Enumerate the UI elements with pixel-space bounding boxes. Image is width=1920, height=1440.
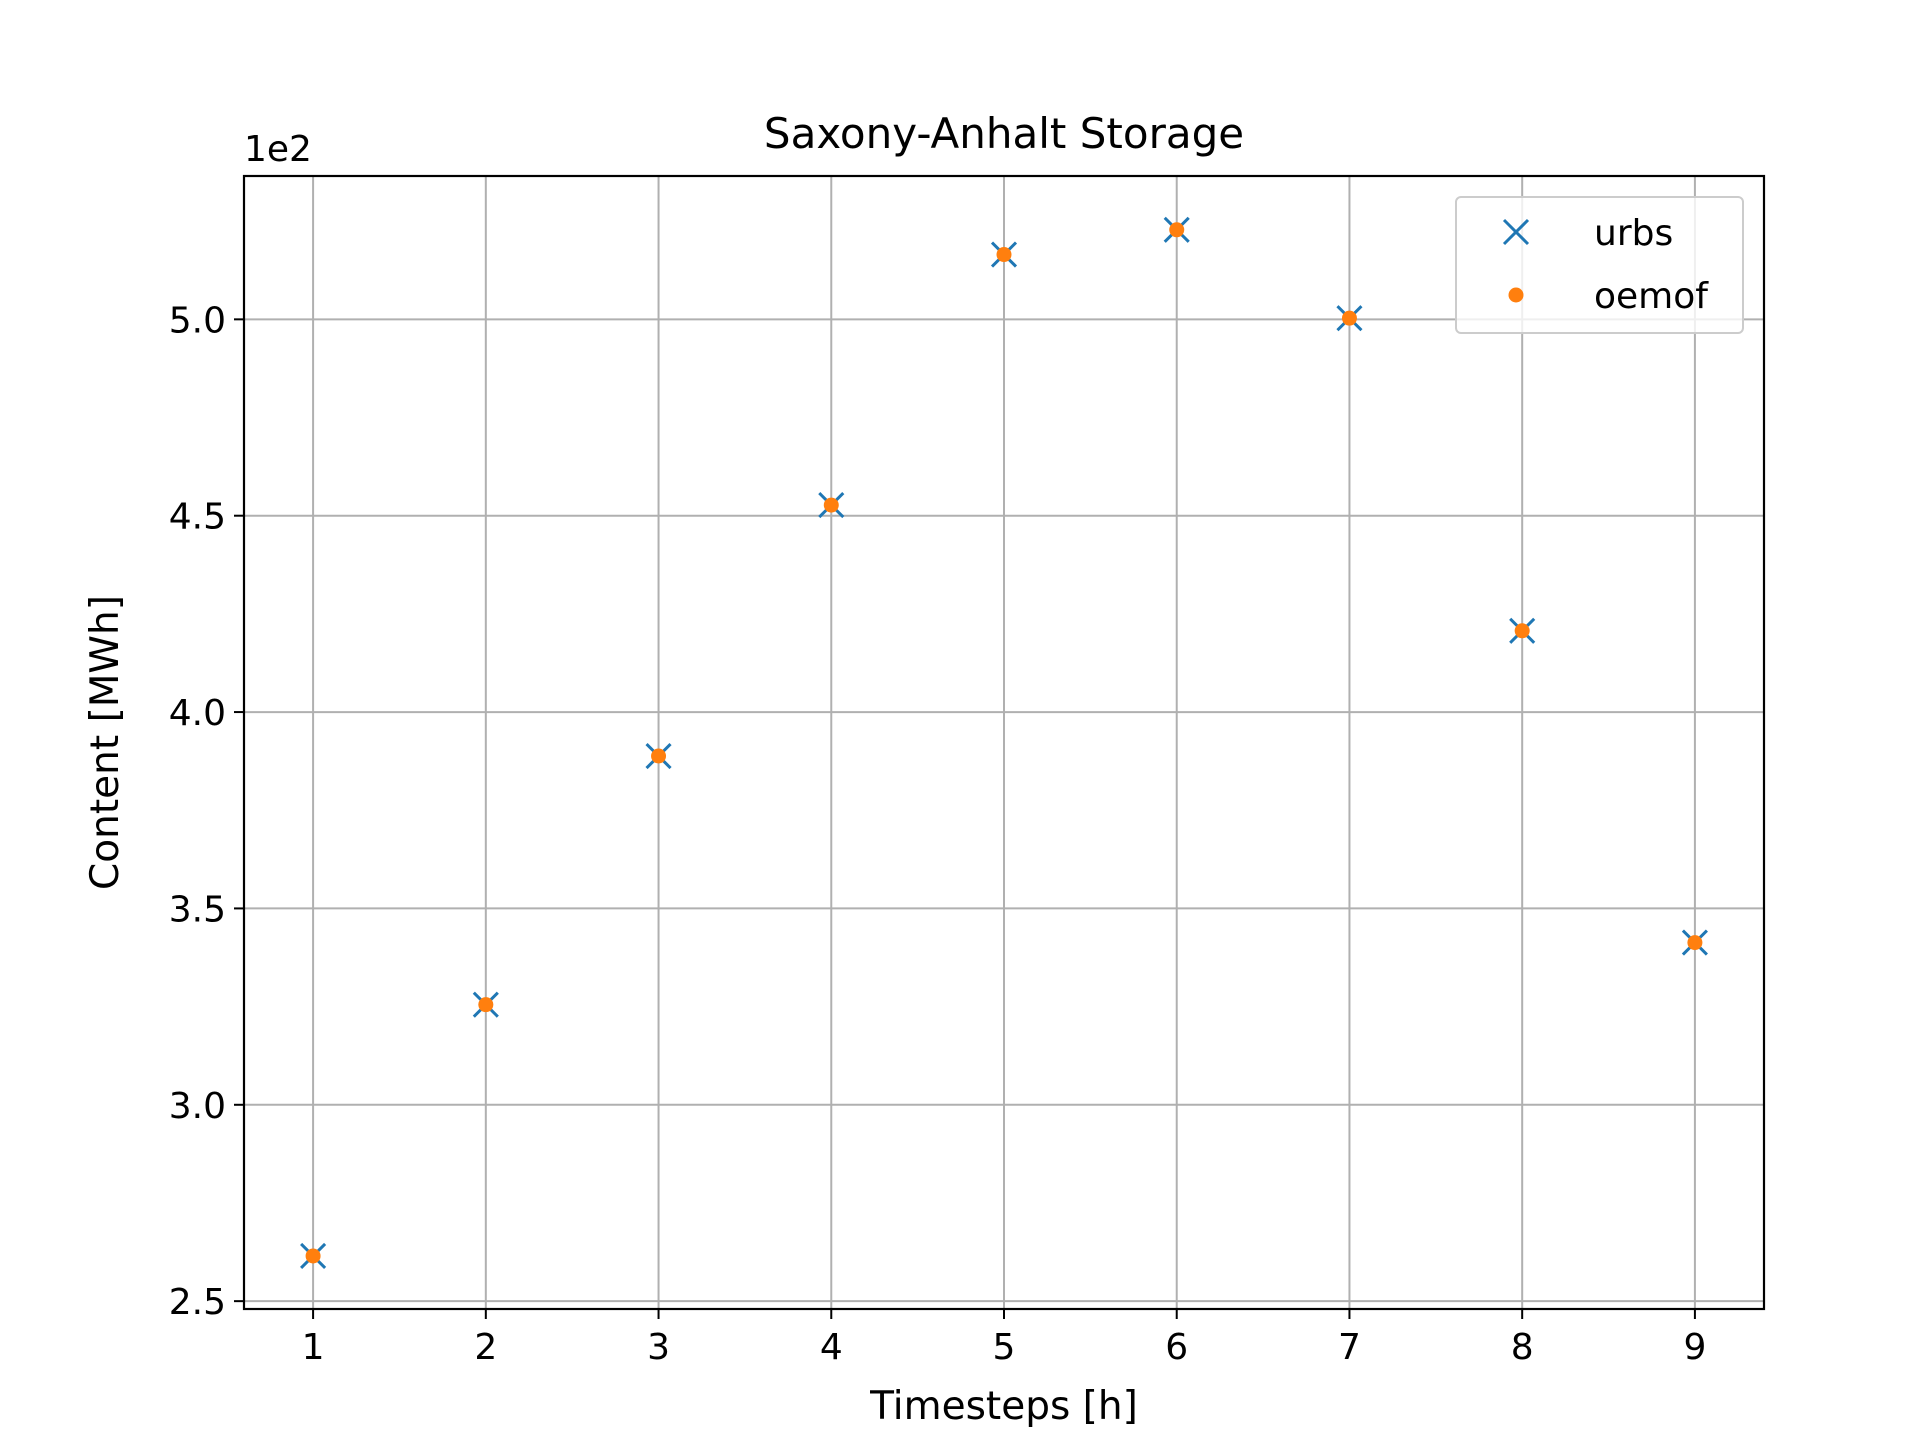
legend-x-marker [1502,218,1530,246]
data-point-oemof [305,1248,321,1264]
x-tick-label: 1 [302,1327,325,1368]
y-tick-label: 5.0 [169,300,226,341]
x-tick-label: 7 [1338,1327,1361,1368]
series-oemof [305,222,1703,1264]
data-point-oemof [1341,310,1357,326]
data-point-oemof [1169,222,1185,238]
data-points [300,216,1708,1270]
x-tick-label: 9 [1683,1327,1706,1368]
legend-label-oemof: oemof [1594,276,1709,317]
legend-dot-marker [1508,287,1524,303]
y-axis-label: Content [MWh] [83,595,128,890]
x-tick-label: 3 [647,1327,670,1368]
y-tick-label: 3.5 [169,889,226,930]
data-point-oemof [996,247,1012,263]
ticks: 1 2 3 4 5 6 7 8 9 2.5 3.0 3.5 4.0 4.5 5.0 [169,300,1707,1368]
data-point-oemof [1514,623,1530,639]
x-axis-label: Timesteps [h] [869,1384,1138,1429]
x-tick-label: 5 [993,1327,1016,1368]
y-tick-label: 2.5 [169,1282,226,1323]
grid [244,176,1764,1309]
legend-marker-oemof [1508,287,1524,303]
y-axis-offset-label: 1e2 [244,129,312,170]
x-tick-label: 2 [474,1327,497,1368]
x-tick-label: 8 [1511,1327,1534,1368]
data-point-oemof [651,748,667,764]
legend-label-urbs: urbs [1594,213,1673,254]
legend-box [1455,196,1744,334]
x-tick-label: 6 [1165,1327,1188,1368]
data-point-oemof [478,997,494,1013]
legend-marker-urbs [1502,218,1530,246]
data-point-oemof [1687,935,1703,951]
y-tick-label: 4.0 [169,693,226,734]
y-tick-label: 4.5 [169,497,226,538]
x-tick-label: 4 [820,1327,843,1368]
y-tick-label: 3.0 [169,1086,226,1127]
data-point-oemof [823,497,839,513]
legend: urbs oemof [1455,196,1744,334]
chart-title: Saxony-Anhalt Storage [764,109,1244,158]
x-marker-stroke [1502,218,1530,246]
